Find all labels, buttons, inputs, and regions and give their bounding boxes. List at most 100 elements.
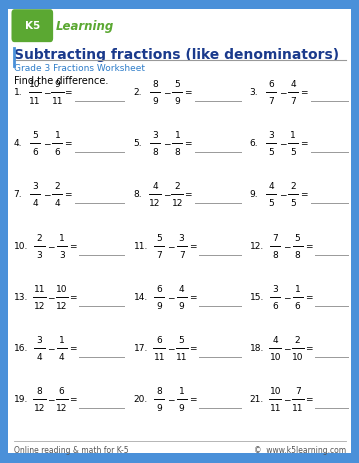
Text: −: − <box>167 344 174 353</box>
Text: 3: 3 <box>152 131 158 140</box>
Text: 11: 11 <box>176 352 187 361</box>
Text: =: = <box>185 190 192 199</box>
Text: 5: 5 <box>290 147 296 156</box>
Text: =: = <box>189 394 196 404</box>
Text: =: = <box>189 344 196 353</box>
Text: −: − <box>47 242 55 251</box>
Text: 8: 8 <box>157 386 162 395</box>
Text: 6: 6 <box>32 147 38 156</box>
Text: 9: 9 <box>152 96 158 106</box>
Text: 8: 8 <box>37 386 42 395</box>
Text: Learning: Learning <box>56 20 114 33</box>
Text: 12: 12 <box>34 301 45 310</box>
Text: =: = <box>185 139 192 148</box>
Text: =: = <box>300 88 308 97</box>
Text: 1.: 1. <box>14 88 22 97</box>
Text: 4.: 4. <box>14 139 22 148</box>
Text: 7: 7 <box>179 250 185 259</box>
Text: 4: 4 <box>152 181 158 191</box>
Text: 12.: 12. <box>250 242 264 251</box>
Text: Find the difference.: Find the difference. <box>14 76 109 86</box>
Text: 4: 4 <box>272 335 278 344</box>
Text: 4: 4 <box>55 198 60 207</box>
Text: −: − <box>163 190 170 199</box>
Text: =: = <box>305 394 312 404</box>
Text: =: = <box>305 344 312 353</box>
Text: 3: 3 <box>272 284 278 294</box>
Text: 17.: 17. <box>134 344 148 353</box>
Text: 5: 5 <box>157 233 162 243</box>
Text: =: = <box>189 242 196 251</box>
Text: =: = <box>185 88 192 97</box>
Text: 10: 10 <box>56 284 67 294</box>
Text: 2: 2 <box>174 181 180 191</box>
Text: −: − <box>283 394 290 404</box>
Text: 9.: 9. <box>250 190 258 199</box>
Text: 10: 10 <box>29 80 41 89</box>
Text: 3: 3 <box>37 335 42 344</box>
Text: =: = <box>65 139 72 148</box>
Text: 7.: 7. <box>14 190 22 199</box>
Text: ©  www.k5learning.com: © www.k5learning.com <box>254 444 346 454</box>
Text: 4: 4 <box>59 352 65 361</box>
FancyBboxPatch shape <box>8 10 351 453</box>
Text: 1: 1 <box>174 131 180 140</box>
Text: 11: 11 <box>29 96 41 106</box>
Text: 9: 9 <box>157 301 162 310</box>
Text: 8: 8 <box>295 250 300 259</box>
Text: 11: 11 <box>270 403 281 412</box>
Text: 9: 9 <box>179 403 185 412</box>
Text: 18.: 18. <box>250 344 264 353</box>
Text: 8: 8 <box>174 147 180 156</box>
Text: =: = <box>69 344 76 353</box>
Text: 3: 3 <box>179 233 185 243</box>
Text: 5: 5 <box>268 147 274 156</box>
Text: 4: 4 <box>268 181 274 191</box>
Text: 1: 1 <box>55 131 60 140</box>
Text: 4: 4 <box>37 352 42 361</box>
Text: 6: 6 <box>157 335 162 344</box>
Text: 11: 11 <box>154 352 165 361</box>
Text: 3.: 3. <box>250 88 258 97</box>
Text: Online reading & math for K-5: Online reading & math for K-5 <box>14 444 129 454</box>
Text: 3: 3 <box>59 250 65 259</box>
Text: =: = <box>65 88 72 97</box>
Text: 19.: 19. <box>14 394 28 404</box>
Text: −: − <box>167 242 174 251</box>
Text: −: − <box>279 88 286 97</box>
Text: 11: 11 <box>292 403 303 412</box>
Text: =: = <box>189 293 196 302</box>
Text: 4: 4 <box>179 284 185 294</box>
Text: 9: 9 <box>157 403 162 412</box>
Text: 13.: 13. <box>14 293 28 302</box>
Text: −: − <box>47 394 55 404</box>
Text: 1: 1 <box>179 386 185 395</box>
Text: 5: 5 <box>174 80 180 89</box>
Text: 8: 8 <box>272 250 278 259</box>
Text: 9: 9 <box>179 301 185 310</box>
Text: 6: 6 <box>295 301 300 310</box>
Text: 3: 3 <box>32 181 38 191</box>
Text: 7: 7 <box>157 250 162 259</box>
Text: −: − <box>167 293 174 302</box>
Text: 5: 5 <box>295 233 300 243</box>
Text: −: − <box>283 344 290 353</box>
Text: 1: 1 <box>295 284 300 294</box>
Text: =: = <box>65 190 72 199</box>
Text: 1: 1 <box>59 335 65 344</box>
Text: 5.: 5. <box>134 139 142 148</box>
Text: 14.: 14. <box>134 293 148 302</box>
Text: 9: 9 <box>55 80 60 89</box>
Text: 5: 5 <box>32 131 38 140</box>
Text: =: = <box>305 242 312 251</box>
Text: 16.: 16. <box>14 344 28 353</box>
Text: 12: 12 <box>56 301 67 310</box>
Text: 10: 10 <box>292 352 303 361</box>
Text: 5: 5 <box>268 198 274 207</box>
Text: 11.: 11. <box>134 242 148 251</box>
Text: 6: 6 <box>55 147 60 156</box>
Text: 4: 4 <box>290 80 296 89</box>
Text: 5: 5 <box>179 335 185 344</box>
Text: 7: 7 <box>272 233 278 243</box>
Text: =: = <box>300 139 308 148</box>
